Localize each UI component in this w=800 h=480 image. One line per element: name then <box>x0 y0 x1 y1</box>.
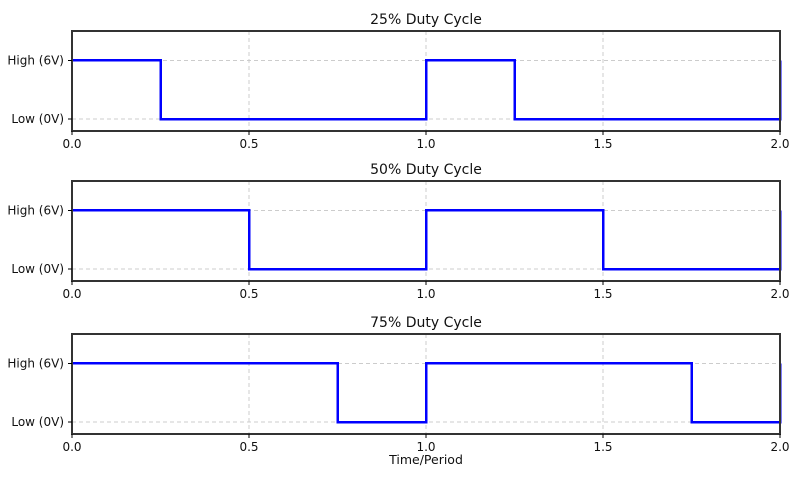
x-tick-label: 1.5 <box>593 137 612 151</box>
x-tick-label: 1.5 <box>593 440 612 454</box>
y-tick-label: Low (0V) <box>11 262 64 276</box>
subplot-title: 75% Duty Cycle <box>370 315 482 331</box>
x-tick-label: 0.0 <box>62 137 81 151</box>
x-tick-label: 1.0 <box>416 440 435 454</box>
y-tick-label: Low (0V) <box>11 415 64 429</box>
x-tick-label: 2.0 <box>770 440 789 454</box>
y-tick-label: High (6V) <box>7 53 64 67</box>
x-tick-label: 0.5 <box>239 440 258 454</box>
subplot-title: 25% Duty Cycle <box>370 12 482 28</box>
x-axis-label: Time/Period <box>388 452 463 467</box>
x-tick-label: 2.0 <box>770 287 789 301</box>
subplot-50-duty: 0.0 0.5 1.0 1.5 2.0 High (6V) Low (0V) 50% Duty… <box>7 162 789 301</box>
x-tick-label: 0.5 <box>239 287 258 301</box>
waveform-line <box>72 362 782 424</box>
x-tick-label: 0.5 <box>239 137 258 151</box>
tick-marks <box>68 209 781 285</box>
subplot-25-duty: 0.0 0.5 1.0 1.5 2.0 High (6V) Low (0V) 25% Duty… <box>7 12 789 151</box>
subplot-title: 50% Duty Cycle <box>370 162 482 178</box>
x-tick-label: 0.0 <box>62 287 81 301</box>
x-tick-label: 2.0 <box>770 137 789 151</box>
waveform-line <box>72 59 782 121</box>
x-tick-label: 1.5 <box>593 287 612 301</box>
x-tick-label: 1.0 <box>416 287 435 301</box>
tick-marks <box>68 59 781 135</box>
subplot-75-duty: 0.0 0.5 1.0 1.5 2.0 High (6V) Low (0V) 75% Duty… <box>7 315 789 467</box>
y-tick-label: Low (0V) <box>11 112 64 126</box>
x-tick-label: 0.0 <box>62 440 81 454</box>
x-tick-label: 1.0 <box>416 137 435 151</box>
y-tick-label: High (6V) <box>7 203 64 217</box>
tick-marks <box>68 362 781 438</box>
waveform-line <box>72 209 782 271</box>
y-tick-label: High (6V) <box>7 356 64 370</box>
